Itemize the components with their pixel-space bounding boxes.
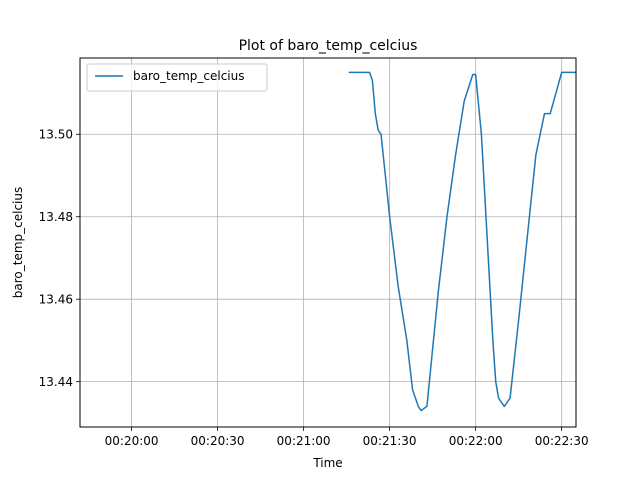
y-tick-label: 13.46 [39, 292, 73, 306]
y-tick-label: 13.48 [39, 210, 73, 224]
ticks: 00:20:00 00:20:30 00:21:00 00:21:30 00:22:00… [39, 128, 589, 448]
chart-title: Plot of baro_temp_celcius [239, 38, 418, 54]
x-tick-label: 00:22:30 [535, 434, 589, 448]
y-tick-label: 13.50 [39, 128, 73, 142]
legend-label: baro_temp_celcius [133, 69, 244, 83]
x-tick-label: 00:20:00 [105, 434, 159, 448]
y-tick-label: 13.44 [39, 375, 73, 389]
x-axis-label: Time [312, 456, 342, 470]
x-tick-label: 00:22:00 [449, 434, 503, 448]
plot-frame [79, 57, 577, 428]
series-line [348, 71, 576, 412]
x-tick-label: 00:21:30 [363, 434, 417, 448]
plot-area [80, 58, 576, 427]
x-tick-label: 00:20:30 [191, 434, 245, 448]
grid [80, 58, 576, 427]
series-layer [348, 71, 576, 412]
legend: baro_temp_celcius [86, 63, 268, 92]
legend-box [86, 63, 268, 92]
y-axis-label: baro_temp_celcius [11, 187, 25, 298]
x-tick-label: 00:21:00 [277, 434, 331, 448]
